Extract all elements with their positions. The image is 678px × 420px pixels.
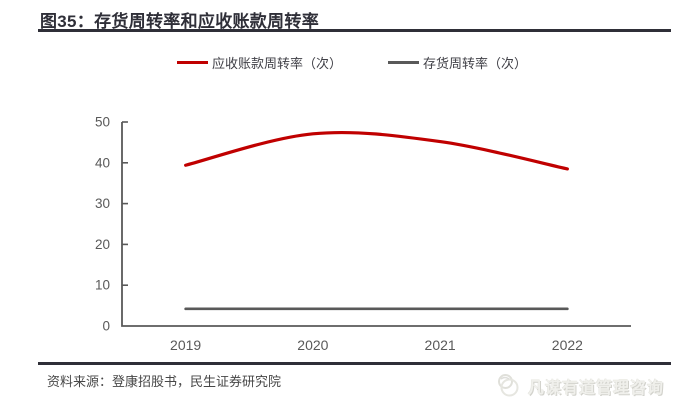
legend-item: 应收账款周转率（次） (176, 53, 342, 72)
y-tick-label: 40 (95, 155, 110, 170)
legend-label: 应收账款周转率（次） (211, 56, 342, 71)
watermark-text: 凡谋有道管理咨询 (527, 379, 664, 397)
legend-line-swatch (388, 61, 419, 64)
axes (121, 122, 631, 327)
x-tick-label: 2022 (552, 337, 583, 353)
legend-label: 存货周转率（次） (423, 56, 528, 71)
y-tick-label: 30 (95, 196, 110, 211)
watermark-logo (497, 374, 519, 397)
x-tick-label: 2020 (297, 337, 328, 353)
legend-line-swatch (176, 61, 208, 64)
chart-legend: 应收账款周转率（次） 存货周转率（次） (0, 53, 678, 72)
watermark: 凡谋有道管理咨询 (495, 372, 664, 399)
y-tick-label: 10 (95, 278, 110, 293)
x-tick-label: 2021 (425, 337, 456, 353)
figure-title: 图35：存货周转率和应收账款周转率 (40, 12, 320, 31)
x-tick-label: 2019 (170, 337, 201, 353)
legend-item: 存货周转率（次） (388, 53, 527, 72)
source-note: 资料来源：登康招股书，民生证券研究院 (47, 374, 282, 389)
series-line-0 (184, 130, 569, 171)
y-tick-label: 0 (102, 319, 110, 334)
y-tick-label: 50 (95, 115, 110, 130)
title-underline (38, 29, 671, 32)
y-tick-label: 20 (95, 237, 110, 252)
footer-separator (38, 362, 671, 365)
